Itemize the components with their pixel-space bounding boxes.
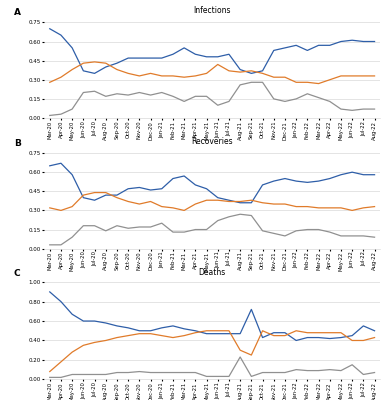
Title: Infections: Infections xyxy=(194,6,231,15)
Title: Recoveries: Recoveries xyxy=(191,137,233,146)
Legend: Major Locations, Middle Sized Locations, Others: Major Locations, Middle Sized Locations,… xyxy=(141,314,283,319)
Legend: Major Locations, Middle Sized Locations, Others: Major Locations, Middle Sized Locations,… xyxy=(141,184,283,189)
Title: Deaths: Deaths xyxy=(199,268,226,276)
Text: B: B xyxy=(14,138,21,148)
Text: C: C xyxy=(14,269,21,278)
Text: A: A xyxy=(14,8,21,17)
